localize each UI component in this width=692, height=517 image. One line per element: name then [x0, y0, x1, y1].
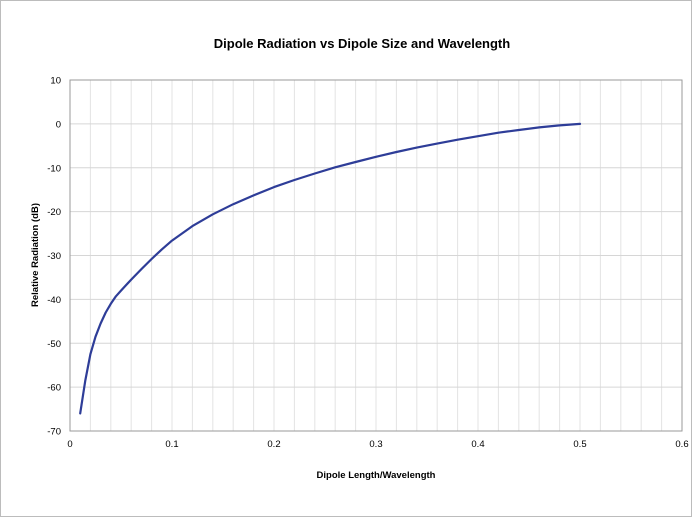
y-tick-label: -10: [47, 163, 61, 174]
x-tick-label: 0.4: [471, 439, 484, 450]
y-axis-title: Relative Radiation (dB): [30, 203, 41, 307]
y-tick-label: -70: [47, 427, 61, 438]
y-tick-label: -60: [47, 383, 61, 394]
y-tick-label: -20: [47, 207, 61, 218]
series-line-1: [79, 122, 582, 415]
y-tick-label: 0: [56, 119, 61, 130]
x-axis-title: Dipole Length/Wavelength: [317, 470, 436, 481]
y-tick-label: -40: [47, 295, 61, 306]
x-tick-label: 0.2: [267, 439, 280, 450]
y-tick-label: -50: [47, 339, 61, 350]
x-tick-label: 0.6: [675, 439, 688, 450]
y-axis: 10 0 -10 -20 -30 -40 -50 -60 -70: [47, 76, 61, 438]
grid: [70, 80, 682, 431]
x-tick-label: 0.3: [369, 439, 382, 450]
series-group: [79, 122, 582, 415]
x-tick-label: 0: [67, 439, 72, 450]
y-tick-label: -30: [47, 251, 61, 262]
x-tick-label: 0.1: [165, 439, 178, 450]
plot-area: [69, 79, 683, 432]
x-tick-label: 0.5: [573, 439, 586, 450]
y-tick-label: 10: [50, 76, 61, 87]
x-axis: 0 0.1 0.2 0.3 0.4 0.5 0.6: [67, 439, 688, 450]
chart-title: Dipole Radiation vs Dipole Size and Wave…: [214, 36, 510, 51]
